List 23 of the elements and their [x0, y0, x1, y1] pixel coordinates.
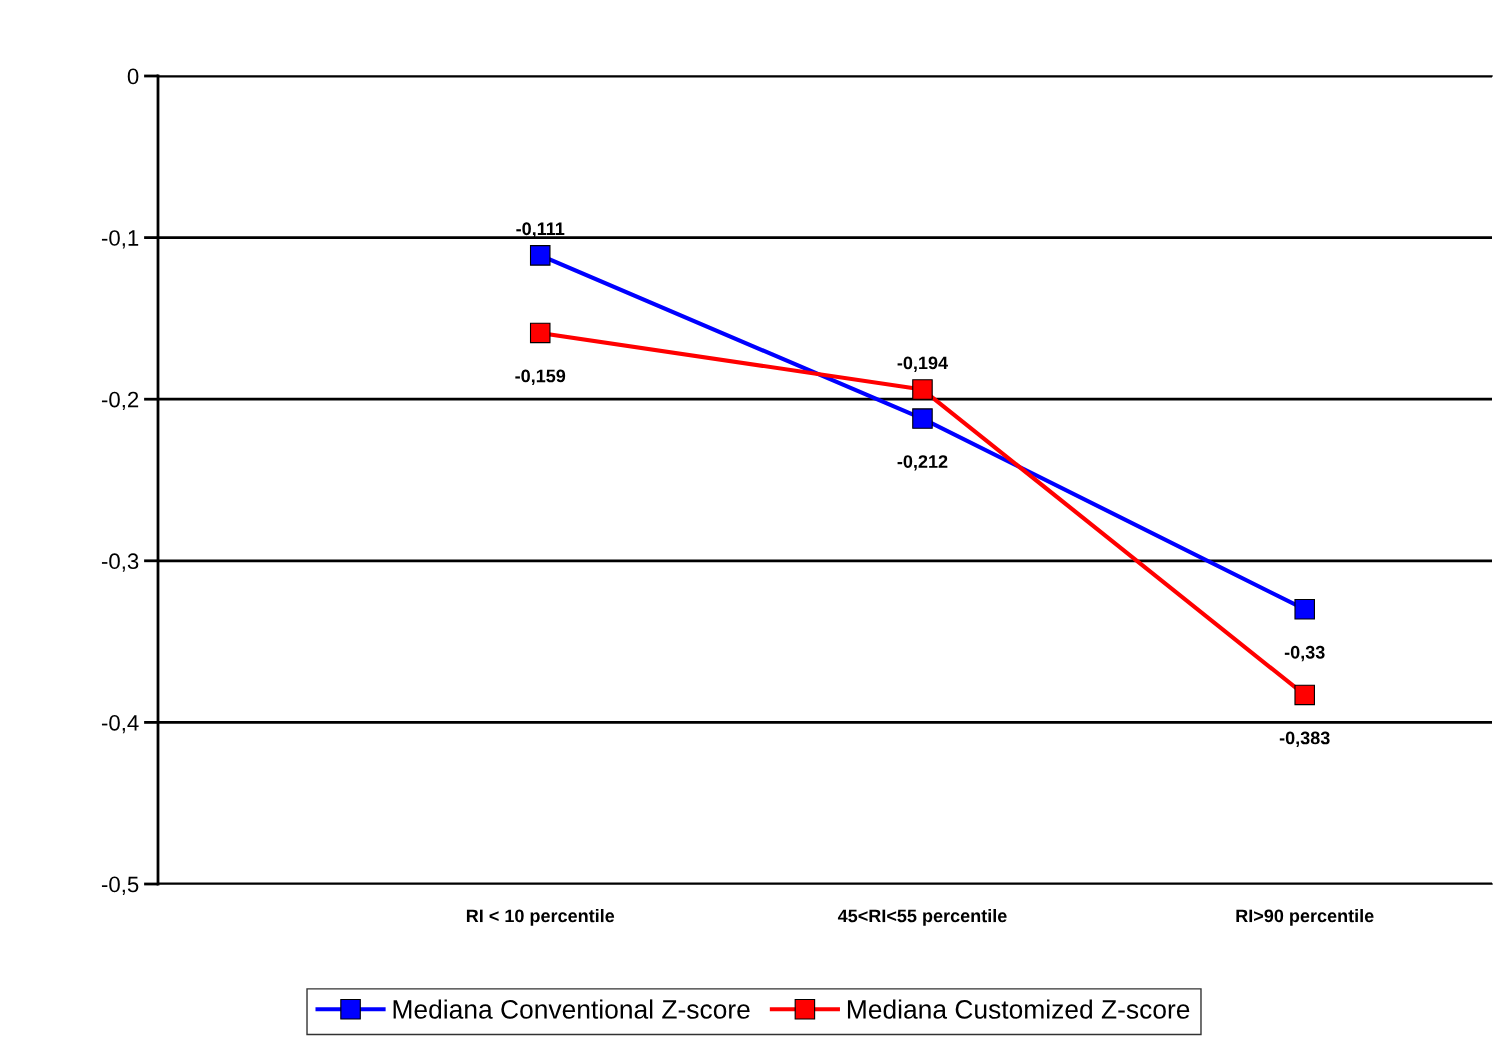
data-label: -0,33 [1284, 645, 1325, 662]
data-label: -0,159 [515, 369, 566, 385]
data-label: -0,383 [1279, 731, 1330, 747]
point [912, 379, 933, 400]
data-label: -0,212 [897, 455, 948, 471]
point [1294, 599, 1315, 620]
point [529, 245, 551, 266]
y-tick-label: -0,2 [101, 391, 139, 411]
x-tick-label: 45<RI<55 percentile [837, 909, 1007, 926]
y-tick-label: -0,4 [101, 714, 139, 734]
point [912, 408, 933, 429]
legend-label: Mediana Conventional Z-score [393, 999, 750, 1019]
y-tick-label: 0 [127, 68, 139, 85]
data-label: -0,111 [516, 222, 565, 238]
legend-label: Mediana Customized Z-score [847, 999, 1190, 1019]
x-tick-label: RI < 10 percentile [466, 909, 615, 926]
x-tick-label: RI>90 percentile [1236, 909, 1374, 926]
y-tick-label: -0,1 [101, 230, 139, 249]
y-tick-label: -0,3 [101, 553, 139, 572]
data-label: -0,194 [897, 356, 948, 372]
y-tick-label: -0,5 [101, 876, 139, 895]
point [529, 322, 551, 344]
point [1294, 684, 1315, 706]
